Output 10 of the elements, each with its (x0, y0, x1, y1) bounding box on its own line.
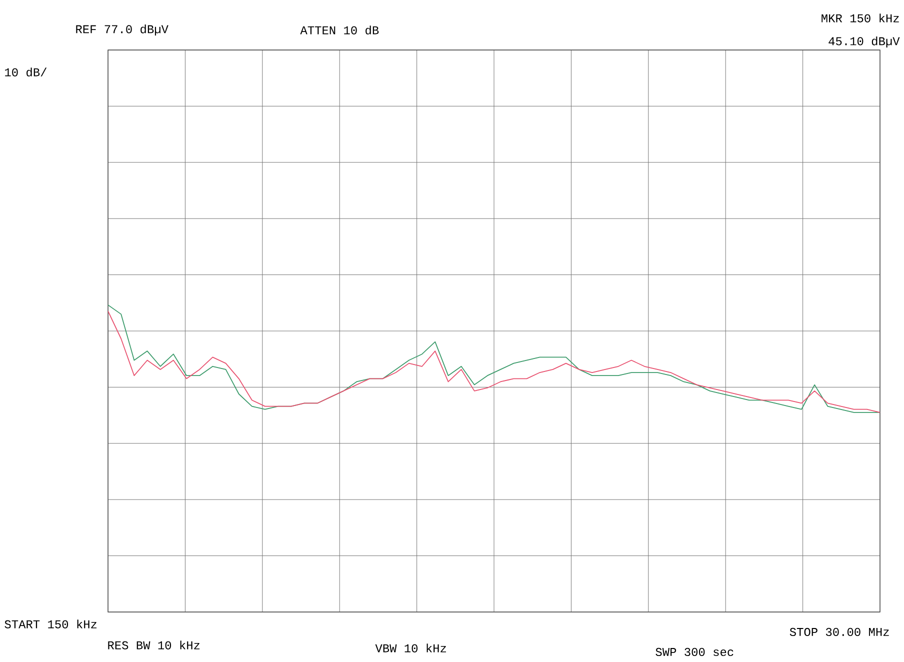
text: RES BW 10 kHz (108, 640, 200, 650)
text: ATTEN 10 dB (300, 26, 379, 34)
text: 45.10 dBµV (828, 36, 900, 48)
text: MKR 150 kHz (822, 14, 899, 22)
text: REF 77.0 dBµV (76, 24, 168, 36)
text: VBW 10 kHz (375, 644, 446, 652)
text: START 150 kHz (4, 620, 97, 628)
text: 10 dB/ (5, 68, 47, 76)
text: SWP 300 sec (656, 648, 734, 656)
text: STOP 30.00 MHz (790, 628, 889, 636)
